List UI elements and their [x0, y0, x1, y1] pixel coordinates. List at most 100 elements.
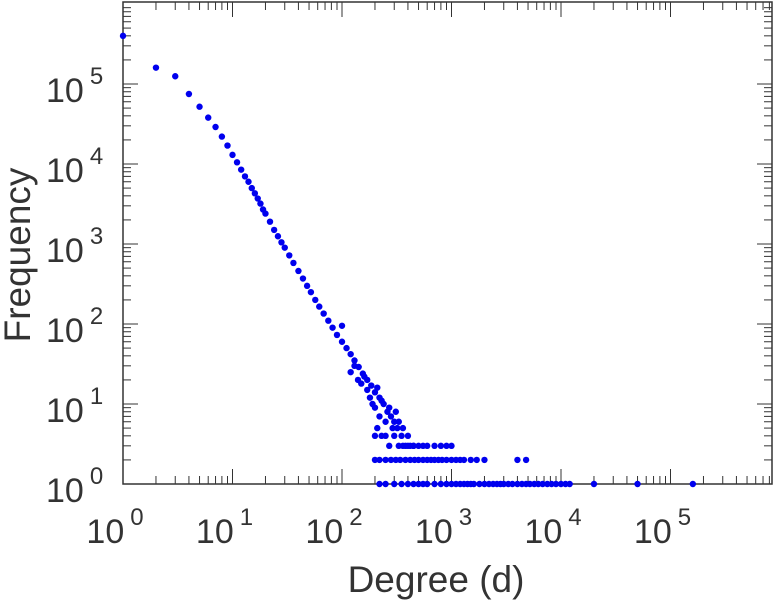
data-point: [224, 142, 231, 149]
data-point: [437, 442, 445, 450]
data-point: [364, 386, 371, 394]
y-tick-label: 10 4: [46, 143, 103, 190]
y-axis-title: Frequency: [0, 167, 38, 342]
data-point: [448, 442, 455, 450]
data-point: [185, 90, 193, 98]
data-point: [410, 442, 417, 450]
data-point: [438, 456, 446, 464]
data-point: [448, 480, 455, 488]
data-point: [394, 424, 401, 432]
data-point: [338, 322, 346, 329]
data-point: [325, 317, 332, 324]
axis-ticks: [122, 2, 772, 485]
data-point: [376, 480, 383, 488]
data-point: [552, 480, 560, 488]
data-point: [248, 184, 255, 192]
data-point: [212, 123, 219, 131]
data-point: [437, 480, 445, 488]
data-point: [286, 252, 293, 259]
data-point: [509, 480, 516, 488]
data-point: [386, 404, 393, 411]
data-point: [476, 480, 483, 488]
data-point: [431, 480, 438, 488]
data-point: [402, 456, 409, 464]
data-point: [366, 394, 374, 401]
x-tick-label: 10 3: [415, 504, 472, 551]
data-point: [196, 103, 203, 110]
data-point: [361, 373, 368, 380]
x-axis-title: Degree (d): [348, 559, 525, 600]
data-point: [266, 218, 274, 225]
data-point: [233, 159, 241, 166]
data-point: [396, 456, 404, 464]
data-point: [395, 418, 402, 425]
x-tick-label: 10 4: [524, 504, 581, 551]
data-point: [404, 432, 412, 440]
data-point: [281, 244, 288, 251]
data-point: [295, 267, 302, 275]
data-point: [278, 239, 285, 246]
y-tick-label: 10 1: [46, 383, 103, 430]
data-point: [539, 480, 546, 488]
data-point: [368, 382, 375, 389]
data-point: [467, 456, 474, 464]
data-point: [415, 480, 422, 488]
data-point: [338, 338, 346, 345]
data-point: [241, 173, 249, 180]
data-point: [218, 133, 226, 140]
data-point: [172, 73, 179, 80]
data-point: [152, 64, 160, 71]
data-point: [347, 368, 354, 376]
data-point: [415, 442, 422, 450]
data-point: [119, 32, 127, 40]
data-point: [392, 456, 400, 464]
data-point: [389, 424, 396, 432]
data-point: [398, 432, 405, 440]
data-point: [382, 480, 389, 488]
x-tick-label: 10 1: [196, 504, 253, 551]
data-point: [689, 480, 697, 488]
data-point: [378, 397, 385, 404]
data-point: [316, 303, 323, 310]
y-tick-label: 10 0: [46, 463, 103, 510]
data-point: [343, 344, 350, 352]
data-point: [460, 456, 468, 464]
data-point: [566, 480, 573, 488]
data-point: [448, 456, 455, 464]
data-point: [351, 357, 358, 364]
data-point: [312, 296, 319, 304]
plot-frame: [122, 1, 773, 485]
data-point: [473, 456, 480, 464]
data-point: [333, 331, 341, 339]
data-points: [119, 32, 697, 488]
data-point: [262, 210, 269, 217]
y-tick-label: 10 5: [46, 63, 103, 110]
data-point: [251, 190, 259, 197]
data-point: [374, 424, 381, 432]
data-point: [470, 480, 478, 488]
data-point: [358, 380, 365, 387]
data-point: [274, 233, 282, 240]
data-point: [415, 456, 422, 464]
data-point: [548, 480, 555, 488]
data-point: [443, 456, 450, 464]
x-tick-labels: 10 0 10 1 10 2 10 3 10 4 10 5: [86, 504, 691, 551]
data-point: [376, 456, 383, 464]
data-point: [270, 226, 278, 234]
y-tick-label: 10 2: [46, 303, 103, 350]
data-point: [229, 151, 236, 159]
x-tick-label: 10 5: [634, 504, 691, 551]
data-point: [590, 480, 598, 488]
data-point: [303, 282, 311, 290]
data-point: [500, 480, 507, 488]
data-point: [320, 310, 327, 317]
data-point: [347, 350, 354, 358]
data-point: [237, 166, 245, 173]
data-point: [290, 259, 297, 267]
data-point: [404, 442, 412, 450]
data-point: [386, 442, 393, 450]
data-point: [371, 404, 379, 411]
data-point: [376, 413, 383, 420]
